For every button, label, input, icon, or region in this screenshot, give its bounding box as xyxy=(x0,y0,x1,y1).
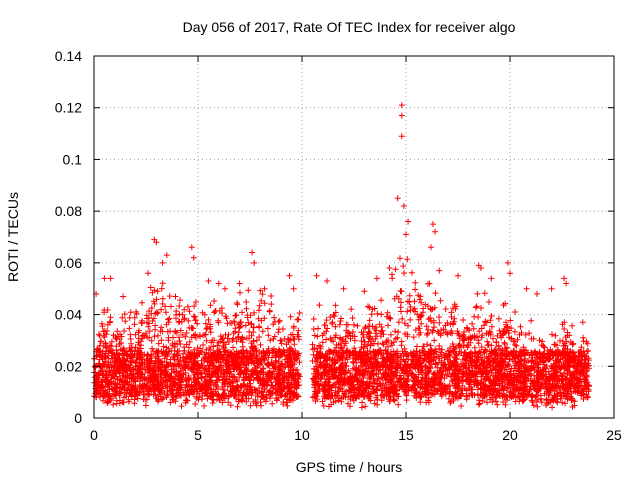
y-tick-label: 0.12 xyxy=(55,100,82,116)
y-tick-label: 0.08 xyxy=(55,203,82,219)
roti-data-markers xyxy=(91,102,592,411)
chart-title: Day 056 of 2017, Rate Of TEC Index for r… xyxy=(183,19,516,35)
y-axis-ticks: 0 0.02 0.04 0.06 0.08 0.1 0.12 0.14 xyxy=(55,48,614,426)
y-tick-label: 0.1 xyxy=(63,151,83,167)
grid-lines xyxy=(94,56,614,418)
y-axis-label: ROTI / TECUs xyxy=(5,192,21,282)
x-tick-label: 0 xyxy=(90,427,98,443)
x-tick-label: 25 xyxy=(606,427,622,443)
x-tick-label: 15 xyxy=(398,427,414,443)
y-tick-label: 0.14 xyxy=(55,48,82,64)
y-tick-label: 0.06 xyxy=(55,255,82,271)
x-axis-ticks: 0 5 10 15 20 25 xyxy=(90,56,622,443)
x-axis-label: GPS time / hours xyxy=(296,459,403,475)
y-tick-label: 0 xyxy=(74,410,82,426)
y-tick-label: 0.02 xyxy=(55,358,82,374)
plot-frame xyxy=(93,55,615,419)
x-tick-label: 10 xyxy=(294,427,310,443)
x-tick-label: 20 xyxy=(502,427,518,443)
y-tick-label: 0.04 xyxy=(55,307,82,323)
x-tick-label: 5 xyxy=(194,427,202,443)
data-points xyxy=(91,102,592,411)
